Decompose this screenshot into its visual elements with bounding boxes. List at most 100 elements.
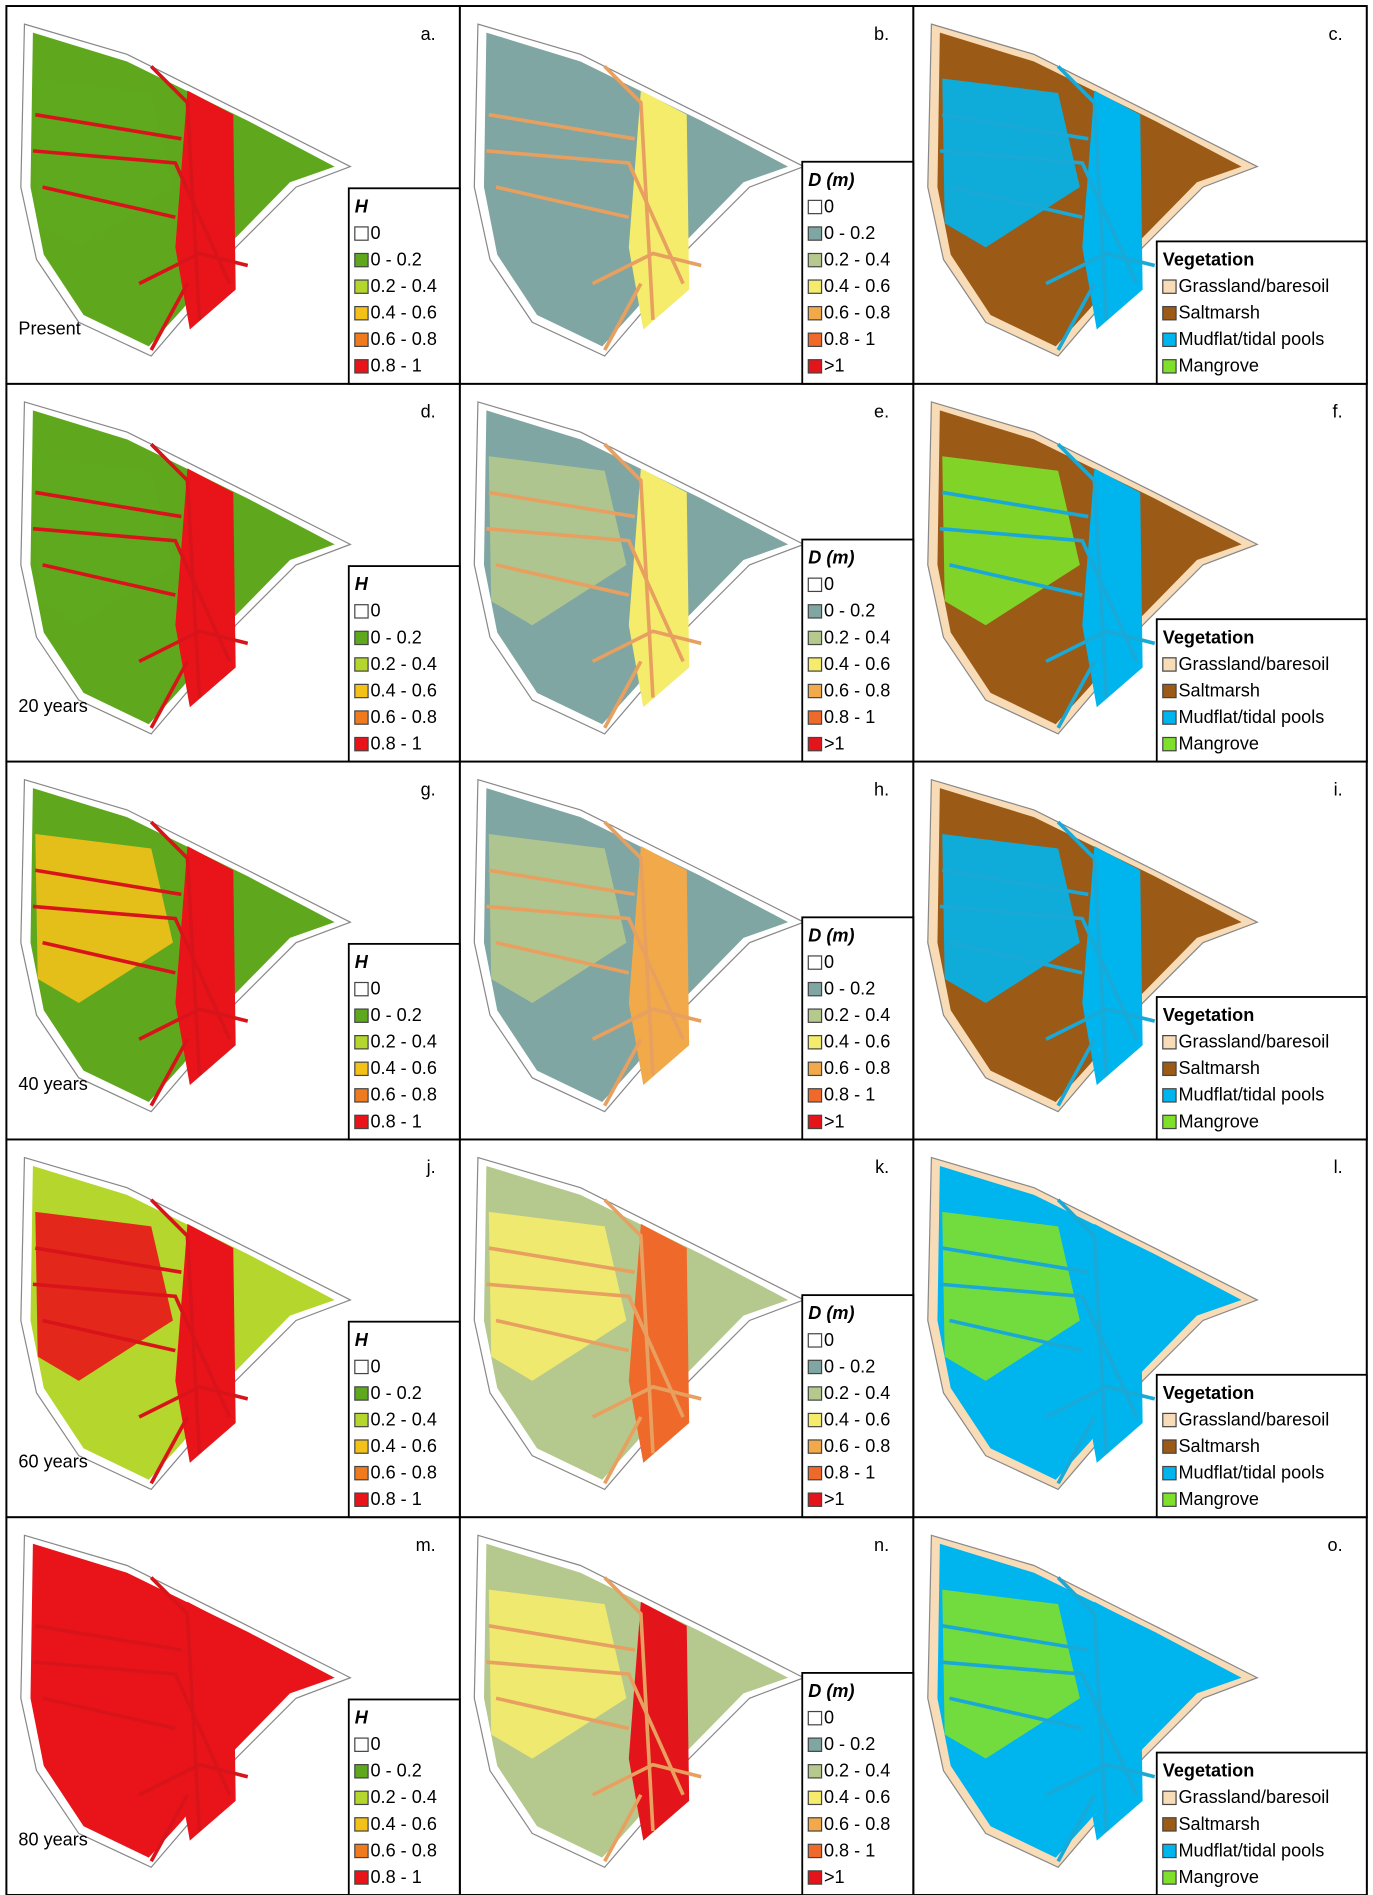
legend-title: Vegetation — [1163, 1383, 1255, 1403]
legend-label: 0.6 - 0.8 — [824, 1058, 890, 1078]
legend-title: D (m) — [808, 1303, 854, 1323]
legend-swatch — [355, 1009, 368, 1022]
legend-label: Grassland/baresoil — [1178, 276, 1329, 296]
legend-swatch — [808, 1871, 821, 1884]
legend-label: 0.2 - 0.4 — [371, 276, 437, 296]
legend-label: 0.8 - 1 — [824, 707, 875, 727]
legend-label: 0 — [824, 1330, 834, 1350]
legend-swatch — [808, 1818, 821, 1831]
legend-swatch — [1163, 360, 1176, 373]
legend-title: H — [355, 1708, 369, 1728]
legend-swatch — [355, 737, 368, 750]
legend-swatch — [808, 578, 821, 591]
legend-label: Saltmarsh — [1178, 1436, 1259, 1456]
legend-swatch — [808, 1413, 821, 1426]
legend-label: 0.2 - 0.4 — [371, 1032, 437, 1052]
legend-label: Mangrove — [1178, 1489, 1258, 1509]
legend-swatch — [808, 1765, 821, 1778]
map-panel: l.VegetationGrassland/baresoilSaltmarshM… — [913, 1139, 1366, 1517]
legend-label: 0.2 - 0.4 — [824, 249, 890, 269]
legend-label: 0.8 - 1 — [824, 1840, 875, 1860]
legend-swatch — [808, 1791, 821, 1804]
legend-title: D (m) — [808, 1681, 854, 1701]
panel-letter: o. — [1328, 1535, 1343, 1555]
legend-label: 0.6 - 0.8 — [824, 1436, 890, 1456]
legend-swatch — [355, 1440, 368, 1453]
legend-title: Vegetation — [1163, 1005, 1255, 1025]
legend-label: 0.6 - 0.8 — [824, 680, 890, 700]
time-label: Present — [18, 318, 80, 338]
legend-label: 0 - 0.2 — [371, 1761, 422, 1781]
legend-swatch — [355, 711, 368, 724]
panel-letter: a. — [421, 24, 436, 44]
legend-title: Vegetation — [1163, 249, 1255, 269]
legend-title: H — [355, 196, 369, 216]
legend-label: Mudflat/tidal pools — [1178, 707, 1324, 727]
legend-label: Mangrove — [1178, 1111, 1258, 1131]
legend-label: 0.2 - 0.4 — [824, 1383, 890, 1403]
legend-swatch — [355, 1818, 368, 1831]
legend-swatch — [355, 253, 368, 266]
legend-swatch — [355, 1360, 368, 1373]
legend-label: 0.4 - 0.6 — [824, 1032, 890, 1052]
legend-label: 0.8 - 1 — [824, 1463, 875, 1483]
map-panel: m.80 yearsH00 - 0.20.2 - 0.40.4 - 0.60.6… — [6, 1517, 459, 1895]
legend-label: 0 — [824, 196, 834, 216]
legend-label: 0 — [824, 574, 834, 594]
legend-label: Mangrove — [1178, 734, 1258, 754]
legend-swatch — [1163, 658, 1176, 671]
legend-label: 0.4 - 0.6 — [824, 1409, 890, 1429]
legend-label: 0.8 - 1 — [371, 1111, 422, 1131]
legend-label: 0.4 - 0.6 — [371, 1058, 437, 1078]
legend-label: 0.8 - 1 — [371, 1867, 422, 1887]
legend-label: Mangrove — [1178, 1867, 1258, 1887]
legend-label: 0.6 - 0.8 — [371, 1840, 437, 1860]
legend-swatch — [1163, 1440, 1176, 1453]
legend-label: Mudflat/tidal pools — [1178, 329, 1324, 349]
legend-label: 0 - 0.2 — [371, 1005, 422, 1025]
map-panel: g.40 yearsH00 - 0.20.2 - 0.40.4 - 0.60.6… — [6, 762, 459, 1140]
legend-label: 0.2 - 0.4 — [824, 1005, 890, 1025]
legend-swatch — [808, 253, 821, 266]
legend-swatch — [355, 605, 368, 618]
legend-swatch — [355, 227, 368, 240]
legend-swatch — [355, 1493, 368, 1506]
legend-swatch — [808, 658, 821, 671]
legend-label: 0 — [371, 601, 381, 621]
legend-swatch — [808, 1036, 821, 1049]
legend-swatch — [355, 1036, 368, 1049]
legend-swatch — [808, 333, 821, 346]
legend-swatch — [808, 1089, 821, 1102]
legend-swatch — [355, 1062, 368, 1075]
legend-box — [802, 1673, 913, 1895]
legend-title: H — [355, 1330, 369, 1350]
legend-swatch — [1163, 1493, 1176, 1506]
legend-swatch — [355, 1467, 368, 1480]
panel-letter: k. — [875, 1157, 889, 1177]
legend-label: 0 - 0.2 — [824, 223, 875, 243]
legend-label: 0.2 - 0.4 — [824, 627, 890, 647]
legend-label: 0.2 - 0.4 — [371, 1409, 437, 1429]
legend-label: >1 — [824, 1867, 845, 1887]
legend-label: 0.2 - 0.4 — [371, 1787, 437, 1807]
map-panel: i.VegetationGrassland/baresoilSaltmarshM… — [913, 762, 1366, 1140]
legend-swatch — [1163, 1844, 1176, 1857]
legend-label: Mudflat/tidal pools — [1178, 1085, 1324, 1105]
legend-swatch — [808, 631, 821, 644]
legend-label: Grassland/baresoil — [1178, 654, 1329, 674]
legend-swatch — [808, 200, 821, 213]
legend-swatch — [1163, 1791, 1176, 1804]
legend-swatch — [1163, 1115, 1176, 1128]
legend-swatch — [808, 1712, 821, 1725]
legend-label: Saltmarsh — [1178, 303, 1259, 323]
legend-swatch — [355, 1387, 368, 1400]
legend-swatch — [1163, 1089, 1176, 1102]
map-panel: f.VegetationGrassland/baresoilSaltmarshM… — [913, 384, 1366, 762]
legend-swatch — [808, 684, 821, 697]
legend-label: 0.8 - 1 — [824, 1085, 875, 1105]
legend-label: 0.8 - 1 — [371, 356, 422, 376]
legend-swatch — [355, 1765, 368, 1778]
legend-label: 0.6 - 0.8 — [371, 329, 437, 349]
legend-label: 0 — [824, 1708, 834, 1728]
legend-label: 0.4 - 0.6 — [824, 1787, 890, 1807]
